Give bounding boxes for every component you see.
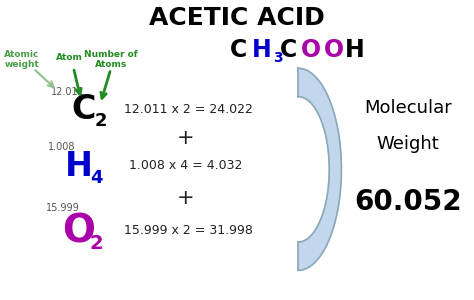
Text: Weight: Weight [376, 135, 439, 153]
Text: 2: 2 [90, 233, 103, 253]
Text: 12.011: 12.011 [52, 87, 85, 97]
Text: Atomic
weight: Atomic weight [4, 50, 39, 69]
Text: 2: 2 [94, 112, 107, 130]
Text: C: C [280, 38, 298, 62]
Text: C: C [230, 38, 247, 62]
Text: 15.999 x 2 = 31.998: 15.999 x 2 = 31.998 [124, 224, 253, 237]
Text: +: + [176, 188, 194, 208]
Text: O: O [63, 213, 95, 251]
Text: 4: 4 [90, 169, 102, 187]
Text: Number of
Atoms: Number of Atoms [84, 50, 137, 69]
Text: 1.008: 1.008 [48, 142, 76, 152]
Text: Molecular: Molecular [364, 99, 452, 117]
Text: 12.011 x 2 = 24.022: 12.011 x 2 = 24.022 [124, 103, 253, 116]
Polygon shape [298, 68, 341, 270]
Text: H: H [65, 150, 93, 183]
Text: C: C [71, 93, 96, 126]
Text: H: H [345, 38, 365, 62]
Text: ACETIC ACID: ACETIC ACID [148, 6, 324, 30]
Text: 3: 3 [273, 52, 283, 65]
Text: Atom: Atom [56, 53, 83, 62]
Text: 60.052: 60.052 [354, 188, 462, 216]
Text: 1.008 x 4 = 4.032: 1.008 x 4 = 4.032 [128, 159, 242, 172]
Text: H: H [252, 38, 272, 62]
Text: +: + [176, 128, 194, 148]
Text: O: O [324, 38, 344, 62]
Text: 15.999: 15.999 [46, 203, 79, 213]
Text: O: O [301, 38, 321, 62]
